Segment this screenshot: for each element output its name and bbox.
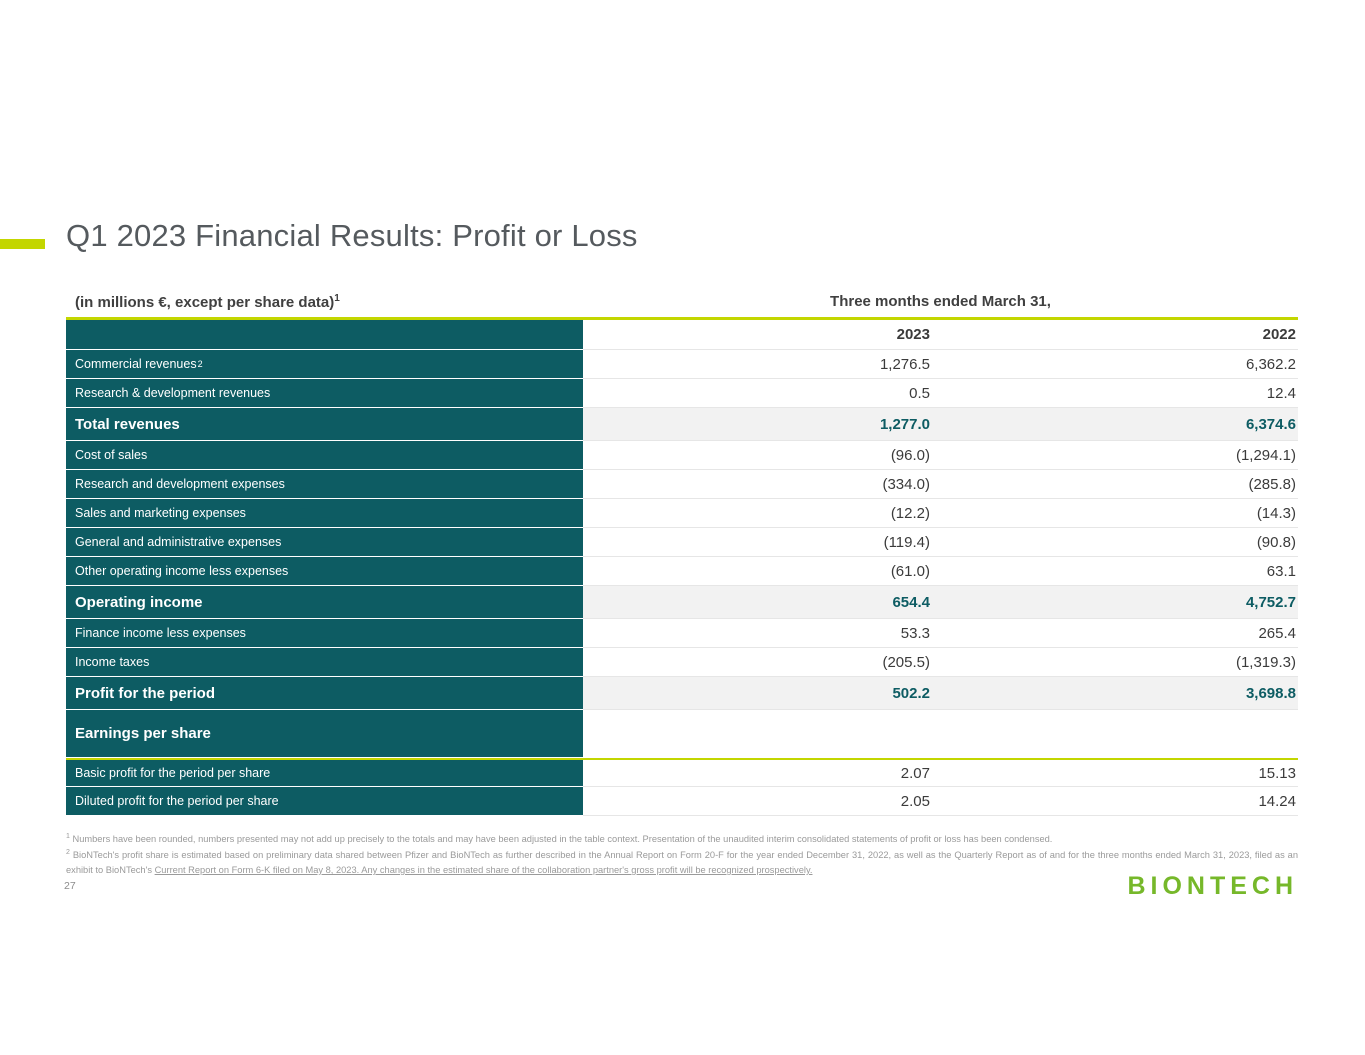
row-label: Other operating income less expenses: [66, 557, 583, 586]
column-header-spacer: [66, 320, 583, 350]
value-2023: [583, 710, 932, 758]
accent-bar: [0, 239, 45, 249]
footnote-2: 2 BioNTech's profit share is estimated b…: [66, 847, 1298, 878]
row-label: Basic profit for the period per share: [66, 760, 583, 787]
row-label: Operating income: [66, 586, 583, 619]
value-2022: 6,374.6: [932, 408, 1298, 441]
footnote-2-sup: 2: [66, 848, 70, 856]
table-row: Profit for the period 502.2 3,698.8: [66, 677, 1298, 710]
column-header-row: 2023 2022: [66, 320, 1298, 350]
footnote-1: 1 Numbers have been rounded, numbers pre…: [66, 831, 1298, 847]
value-2023: 654.4: [583, 586, 932, 619]
row-label: Diluted profit for the period per share: [66, 787, 583, 816]
value-2023: (96.0): [583, 441, 932, 470]
unit-header-sup: 1: [334, 292, 340, 304]
table-body: Commercial revenues 2 1,276.5 6,362.2 Res…: [66, 350, 1298, 816]
row-label: Finance income less expenses: [66, 619, 583, 648]
table-top-rule: [66, 317, 1298, 320]
period-header: Three months ended March 31,: [830, 293, 1051, 310]
value-2022: [932, 710, 1298, 758]
footnote-1-text: Numbers have been rounded, numbers prese…: [72, 834, 1053, 845]
unit-header: (in millions €, except per share data)1: [66, 293, 583, 311]
row-label: General and administrative expenses: [66, 528, 583, 557]
row-label: Commercial revenues 2: [66, 350, 583, 379]
value-2023: (119.4): [583, 528, 932, 557]
value-2023: 2.07: [583, 760, 932, 787]
table-row: Operating income 654.4 4,752.7: [66, 586, 1298, 619]
value-2022: (1,294.1): [932, 441, 1298, 470]
value-2023: (205.5): [583, 648, 932, 677]
row-label: Cost of sales: [66, 441, 583, 470]
value-2023: 0.5: [583, 379, 932, 408]
table-row: Diluted profit for the period per share …: [66, 787, 1298, 816]
biontech-logo: BIONTECH: [1127, 872, 1298, 900]
row-label: Total revenues: [66, 408, 583, 441]
table-row: Earnings per share: [66, 710, 1298, 758]
footnotes: 1 Numbers have been rounded, numbers pre…: [66, 831, 1298, 878]
table-row: General and administrative expenses (119…: [66, 528, 1298, 557]
value-2023: 1,277.0: [583, 408, 932, 441]
financial-table: (in millions €, except per share data)1 …: [66, 288, 1298, 816]
table-row: Finance income less expenses 53.3 265.4: [66, 619, 1298, 648]
value-2023: 502.2: [583, 677, 932, 710]
value-2023: 2.05: [583, 787, 932, 816]
table-row: Commercial revenues 2 1,276.5 6,362.2: [66, 350, 1298, 379]
value-2022: 15.13: [932, 760, 1298, 787]
table-row: Research and development expenses (334.0…: [66, 470, 1298, 499]
value-2022: (285.8): [932, 470, 1298, 499]
row-label: Income taxes: [66, 648, 583, 677]
footnote-2-underlined-text: Current Report on Form 6-K filed on May …: [154, 864, 813, 875]
value-2022: 265.4: [932, 619, 1298, 648]
value-2022: 4,752.7: [932, 586, 1298, 619]
table-row: Cost of sales (96.0) (1,294.1): [66, 441, 1298, 470]
table-row: Research & development revenues 0.5 12.4: [66, 379, 1298, 408]
value-2023: 53.3: [583, 619, 932, 648]
table-row: Sales and marketing expenses (12.2) (14.…: [66, 499, 1298, 528]
value-2022: (14.3): [932, 499, 1298, 528]
row-label: Research & development revenues: [66, 379, 583, 408]
table-row: Income taxes (205.5) (1,319.3): [66, 648, 1298, 677]
table-row: Basic profit for the period per share 2.…: [66, 758, 1298, 787]
value-2022: 6,362.2: [932, 350, 1298, 379]
footnote-2-text: BioNTech's profit share is estimated bas…: [66, 850, 1298, 875]
table-top-header: (in millions €, except per share data)1 …: [66, 288, 1298, 315]
value-2023: (12.2): [583, 499, 932, 528]
table-row: Total revenues 1,277.0 6,374.6: [66, 408, 1298, 441]
value-2022: 14.24: [932, 787, 1298, 816]
value-2022: 63.1: [932, 557, 1298, 586]
page-title: Q1 2023 Financial Results: Profit or Los…: [66, 218, 638, 253]
value-2023: 1,276.5: [583, 350, 932, 379]
value-2022: 3,698.8: [932, 677, 1298, 710]
row-label: Earnings per share: [66, 710, 583, 758]
table-row: Other operating income less expenses (61…: [66, 557, 1298, 586]
unit-header-label: (in millions €, except per share data): [75, 293, 335, 311]
page-number: 27: [64, 880, 76, 892]
row-label: Research and development expenses: [66, 470, 583, 499]
value-2022: (90.8): [932, 528, 1298, 557]
value-2022: 12.4: [932, 379, 1298, 408]
row-label: Sales and marketing expenses: [66, 499, 583, 528]
value-2023: (334.0): [583, 470, 932, 499]
value-2023: (61.0): [583, 557, 932, 586]
value-2022: (1,319.3): [932, 648, 1298, 677]
col-header-2023: 2023: [583, 320, 932, 350]
footnote-1-sup: 1: [66, 833, 70, 840]
row-label: Profit for the period: [66, 677, 583, 710]
col-header-2022: 2022: [932, 320, 1298, 350]
